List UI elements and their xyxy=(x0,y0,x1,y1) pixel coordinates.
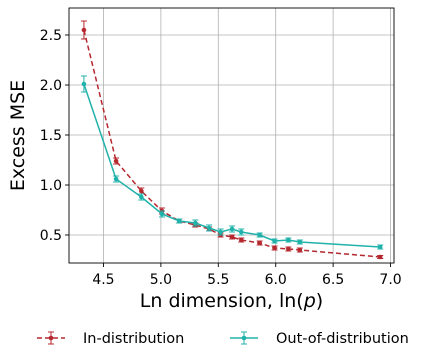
legend-item: Out-of-distribution xyxy=(230,331,409,346)
data-point xyxy=(272,245,277,251)
data-point xyxy=(193,220,198,226)
y-tick-label: 2.0 xyxy=(40,78,62,94)
data-point xyxy=(113,158,119,164)
data-point xyxy=(286,246,291,252)
plot-frame xyxy=(68,7,395,264)
x-tick-label: 6.5 xyxy=(322,272,344,288)
x-axis-label-close: ) xyxy=(316,290,323,312)
data-point xyxy=(229,234,235,240)
data-point xyxy=(377,244,383,250)
data-point xyxy=(272,238,277,244)
legend: In-distribution Out-of-distribution xyxy=(37,331,409,346)
series-out-of-distribution xyxy=(80,75,384,250)
x-tick-label: 4.5 xyxy=(92,272,114,288)
data-point xyxy=(229,226,235,232)
data-point xyxy=(297,239,303,245)
data-point xyxy=(238,237,244,243)
data-point xyxy=(139,188,144,194)
y-tick-label: 2.5 xyxy=(40,28,62,44)
grid xyxy=(69,8,394,263)
data-point xyxy=(113,176,119,182)
x-tick-label: 5.5 xyxy=(207,272,229,288)
legend-item: In-distribution xyxy=(37,331,184,346)
x-axis-label: Ln dimension, ln(p) xyxy=(140,290,323,312)
legend-label: In-distribution xyxy=(83,331,184,346)
y-tick-label: 1.0 xyxy=(40,178,62,194)
plot-series xyxy=(80,20,384,260)
y-tick-label: 1.5 xyxy=(40,128,62,144)
axis-ticks: 4.5 5.0 5.5 6.0 6.5 7.0 0.5 1.0 1.5 2.0 2.5 xyxy=(40,28,402,288)
legend-marker xyxy=(48,335,54,341)
data-point xyxy=(286,237,291,243)
x-tick-label: 6.0 xyxy=(265,272,287,288)
legend-label: Out-of-distribution xyxy=(276,331,409,346)
data-point xyxy=(377,254,383,260)
legend-marker xyxy=(241,335,247,341)
data-point xyxy=(238,229,244,235)
data-point xyxy=(297,247,303,253)
data-point xyxy=(81,81,87,87)
data-point xyxy=(218,229,223,235)
x-tick-label: 7.0 xyxy=(379,272,401,288)
data-point xyxy=(206,225,212,231)
y-tick-label: 0.5 xyxy=(40,228,62,244)
x-axis-label-text: Ln dimension, ln( xyxy=(140,290,304,312)
data-point xyxy=(81,27,87,33)
data-point xyxy=(176,218,182,224)
x-axis-label-variable: p xyxy=(303,290,316,312)
y-axis-label: Excess MSE xyxy=(7,80,29,191)
data-point xyxy=(257,240,262,246)
data-point xyxy=(159,211,165,217)
x-tick-label: 5.0 xyxy=(150,272,172,288)
data-point xyxy=(257,232,262,238)
data-point xyxy=(139,194,144,200)
